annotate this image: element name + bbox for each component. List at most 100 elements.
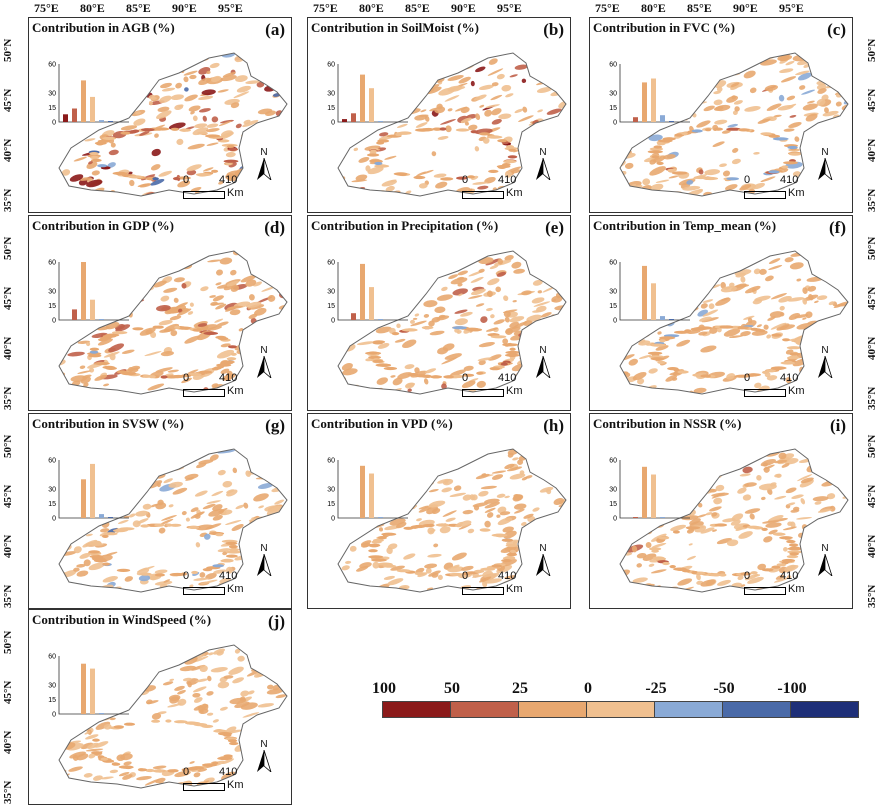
map-patch — [369, 159, 383, 163]
map-patch — [737, 575, 744, 581]
histogram-tick-label: 0 — [52, 120, 56, 127]
histogram-bar — [669, 319, 674, 320]
map-patch — [108, 343, 125, 353]
map-patch — [642, 178, 651, 186]
map-patch — [504, 495, 510, 499]
map-patch — [280, 728, 287, 734]
map-patch — [501, 559, 512, 563]
map-patch — [502, 556, 516, 560]
map-patch — [542, 187, 551, 193]
map-patch — [421, 477, 426, 484]
map-patch — [817, 88, 827, 94]
map-patch — [403, 328, 418, 332]
map-patch — [372, 561, 380, 569]
longitude-label: 80°E — [641, 1, 666, 15]
north-arrow: N — [814, 346, 836, 383]
map-patch — [186, 164, 202, 172]
map-patch — [479, 132, 491, 136]
map-patch — [338, 134, 346, 142]
map-patch — [716, 538, 732, 545]
map-patch — [681, 132, 688, 136]
map-patch — [202, 503, 216, 510]
map-patch — [192, 115, 198, 122]
map-patch — [199, 572, 206, 578]
map-patch — [169, 572, 186, 577]
map-patch — [796, 517, 812, 520]
map-patch — [558, 549, 566, 555]
map-patch — [541, 128, 548, 135]
map-patch — [548, 74, 565, 81]
map-patch — [155, 367, 173, 373]
map-patch — [480, 485, 497, 490]
map-patch — [262, 57, 270, 65]
map-patch — [721, 297, 730, 302]
map-patch — [198, 77, 211, 86]
map-patch — [472, 502, 489, 508]
map-patch — [498, 113, 512, 120]
map-patch — [647, 150, 663, 154]
map-patch — [189, 761, 195, 764]
map-patch — [387, 578, 404, 586]
histogram-bar — [378, 319, 383, 320]
map-patch — [403, 553, 416, 560]
map-patch — [782, 526, 797, 531]
map-patch — [157, 106, 170, 112]
map-patch — [339, 524, 348, 531]
map-patch — [536, 134, 553, 140]
map-patch — [502, 526, 514, 533]
map-patch — [488, 354, 502, 361]
map-patch — [109, 717, 116, 721]
map-patch — [439, 390, 451, 394]
map-patch — [281, 527, 287, 531]
map-patch — [814, 501, 822, 505]
map-patch — [533, 301, 551, 307]
map-patch — [283, 123, 287, 131]
map-patch — [225, 519, 242, 526]
longitude-label: 85°E — [687, 1, 712, 15]
scale-zero: 0 — [462, 372, 469, 384]
map-patch — [477, 185, 489, 190]
map-patch — [774, 473, 781, 478]
map-patch — [787, 521, 793, 526]
map-patch — [228, 548, 240, 552]
map-patch — [486, 290, 493, 298]
map-patch — [737, 487, 747, 494]
map-patch — [784, 257, 794, 263]
map-patch — [193, 723, 208, 727]
map-patch — [212, 564, 224, 568]
histogram-tick-label: 15 — [48, 303, 56, 310]
map-patch — [475, 66, 486, 73]
map-patch — [427, 449, 444, 454]
map-patch — [138, 768, 148, 772]
map-patch — [686, 180, 694, 185]
scale-distance: 410 — [498, 570, 517, 582]
map-patch — [801, 89, 816, 95]
map-patch — [420, 109, 427, 113]
map-patch — [508, 148, 516, 152]
latitude-label: 45°N — [2, 680, 14, 704]
map-patch — [225, 550, 242, 554]
map-patch — [122, 774, 133, 780]
map-patch — [372, 341, 384, 345]
map-patch — [129, 130, 136, 134]
map-patch — [490, 94, 503, 101]
north-arrow-icon — [257, 157, 272, 182]
map-patch — [840, 146, 845, 151]
map-patch — [94, 741, 109, 748]
map-patch — [144, 270, 149, 278]
map-patch — [556, 69, 565, 77]
map-patch — [781, 558, 796, 563]
map-patch — [719, 325, 730, 329]
map-patch — [377, 562, 393, 566]
map-patch — [721, 449, 727, 454]
north-arrow: N — [532, 544, 554, 581]
map-patch — [423, 313, 430, 318]
longitude-label: 95°E — [497, 1, 522, 15]
map-patch — [499, 511, 511, 516]
map-patch — [222, 72, 236, 78]
histogram-bar — [81, 663, 86, 714]
north-label: N — [260, 345, 268, 356]
histogram-bar — [642, 265, 647, 320]
map-patch — [392, 377, 403, 386]
map-patch — [136, 775, 152, 781]
